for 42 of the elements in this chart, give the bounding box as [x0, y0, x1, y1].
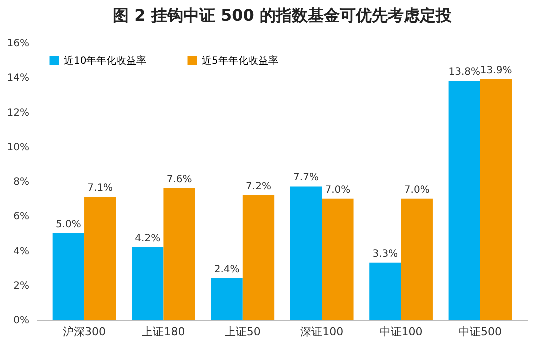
- data-label: 4.2%: [135, 233, 161, 244]
- legend-label: 近5年年化收益率: [202, 54, 278, 67]
- data-label: 7.7%: [294, 172, 319, 184]
- bar: [448, 81, 480, 320]
- bar: [52, 233, 85, 320]
- data-label: 7.0%: [325, 184, 351, 196]
- x-tick-label: 中证100: [380, 326, 423, 338]
- data-label: 7.0%: [404, 184, 430, 196]
- y-tick-label: 8%: [14, 177, 30, 188]
- bar: [480, 79, 512, 320]
- bar: [242, 195, 275, 320]
- bar: [322, 198, 354, 320]
- x-tick-label: 沪深300: [63, 326, 106, 338]
- data-label: 2.4%: [214, 264, 240, 276]
- bar: [132, 247, 164, 320]
- data-label: 13.9%: [480, 65, 512, 76]
- bar: [164, 188, 196, 320]
- x-tick-label: 上证180: [142, 326, 186, 338]
- bar: [290, 186, 322, 320]
- data-label: 7.1%: [88, 183, 114, 194]
- y-tick-label: 12%: [7, 108, 30, 119]
- data-label: 7.6%: [166, 174, 192, 186]
- data-label: 5.0%: [56, 219, 82, 230]
- y-tick-label: 2%: [14, 280, 30, 292]
- bar: [370, 262, 402, 320]
- data-label: 13.8%: [448, 67, 481, 78]
- x-tick-label: 上证50: [224, 326, 261, 338]
- bar: [211, 278, 243, 320]
- legend-label: 近10年年化收益率: [64, 54, 147, 67]
- y-tick-label: 16%: [7, 38, 30, 50]
- y-tick-label: 0%: [14, 316, 30, 326]
- x-tick-label: 深证100: [300, 326, 344, 338]
- data-label: 3.3%: [372, 248, 398, 260]
- x-tick-label: 中证500: [458, 326, 502, 338]
- y-tick-label: 4%: [14, 246, 30, 258]
- chart-title: 图 2 挂钩中证 500 的指数基金可优先考虑定投: [113, 6, 453, 25]
- y-tick-label: 10%: [7, 142, 30, 154]
- data-label: 7.2%: [246, 181, 272, 192]
- y-tick-label: 6%: [14, 212, 30, 223]
- y-tick-label: 14%: [7, 73, 30, 84]
- bar: [84, 197, 116, 320]
- bar: [401, 198, 433, 320]
